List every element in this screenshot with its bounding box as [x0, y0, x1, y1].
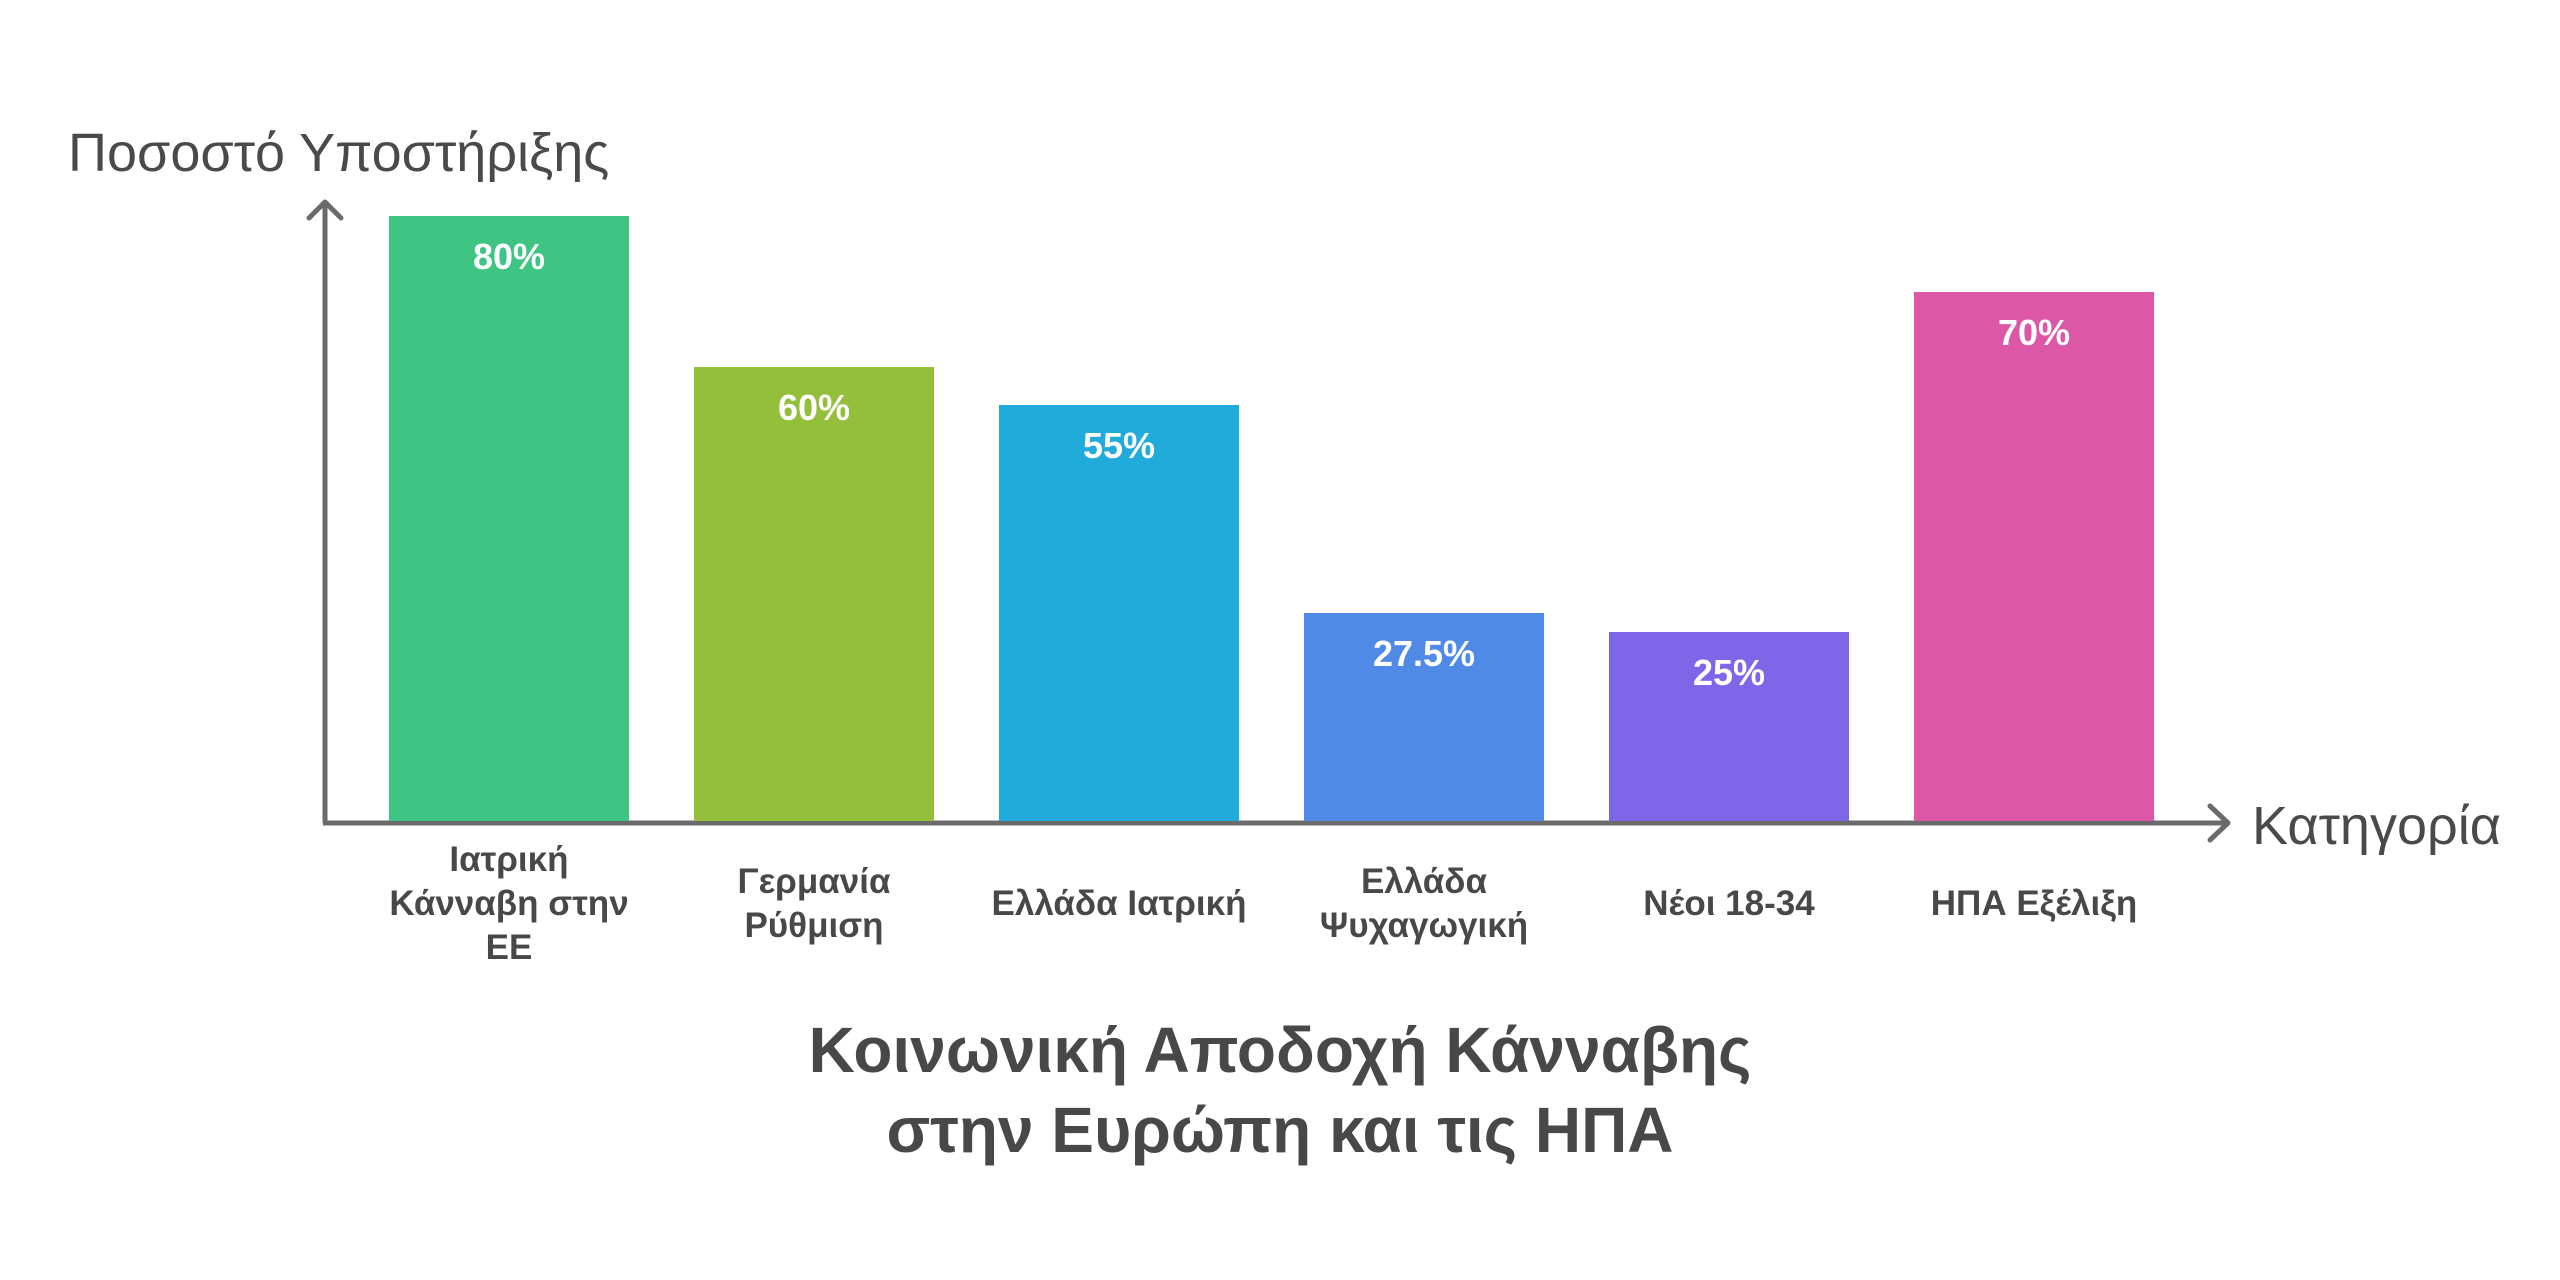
category-label: ΗΠΑ Εξέλιξη [1884, 882, 2184, 926]
category-label-line: Ψυχαγωγική [1319, 906, 1529, 945]
category-label-line: Γερμανία [737, 862, 891, 901]
y-axis-title: Ποσοστό Υποστήριξης [68, 123, 610, 183]
bar-ellada-iatriki[interactable]: 55% [999, 405, 1239, 821]
category-label: Ιατρική Κάνναβη στην ΕΕ [359, 838, 659, 970]
bar-value-label: 80% [472, 236, 546, 278]
x-axis [323, 803, 2231, 843]
bar-value-label: 25% [1692, 652, 1766, 693]
y-axis [306, 199, 344, 823]
category-label-line: Ελλάδα [1360, 862, 1488, 901]
bar-value-label: 55% [1082, 425, 1156, 467]
x-axis-arrow-icon [2207, 803, 2231, 843]
bar-neoi-18-34[interactable]: 25% [1609, 632, 1849, 821]
x-axis-title: Κατηγορία [2252, 796, 2501, 856]
bar-ellada-psychagogiki[interactable]: 27.5% [1304, 613, 1544, 821]
chart-title-line-1: Κοινωνική Αποδοχή Κάνναβης [808, 1014, 1752, 1086]
category-label-line: Νέοι 18-34 [1643, 884, 1815, 923]
y-axis-arrow-icon [306, 199, 344, 221]
chart-title: Κοινωνική Αποδοχή Κάνναβης στην Ευρώπη κ… [0, 1010, 2560, 1170]
chart-title-line-2: στην Ευρώπη και τις ΗΠΑ [886, 1094, 1674, 1166]
bar-ipa-exelixi[interactable]: 70% [1914, 291, 2154, 821]
category-label-line: ΗΠΑ Εξέλιξη [1930, 884, 2138, 923]
category-label-line: Ιατρική [449, 840, 569, 879]
category-label-line: Κάνναβη στην [389, 884, 629, 923]
bar-value-label: 60% [777, 387, 851, 429]
category-label-line: Ελλάδα Ιατρική [991, 884, 1247, 923]
category-label: Νέοι 18-34 [1579, 882, 1879, 926]
category-label: Ελλάδα Ψυχαγωγική [1274, 860, 1574, 948]
bar-iatriki-kannavi-ee[interactable]: 80% [389, 216, 629, 821]
category-label: Γερμανία Ρύθμιση [664, 860, 964, 948]
bar-value-label: 70% [1997, 311, 2071, 353]
category-label: Ελλάδα Ιατρική [969, 882, 1269, 926]
bar-germania-rythmisi[interactable]: 60% [694, 367, 934, 821]
category-label-line: Ρύθμιση [744, 906, 884, 945]
category-label-line: ΕΕ [485, 928, 533, 967]
bar-value-label: 27.5% [1372, 633, 1476, 675]
